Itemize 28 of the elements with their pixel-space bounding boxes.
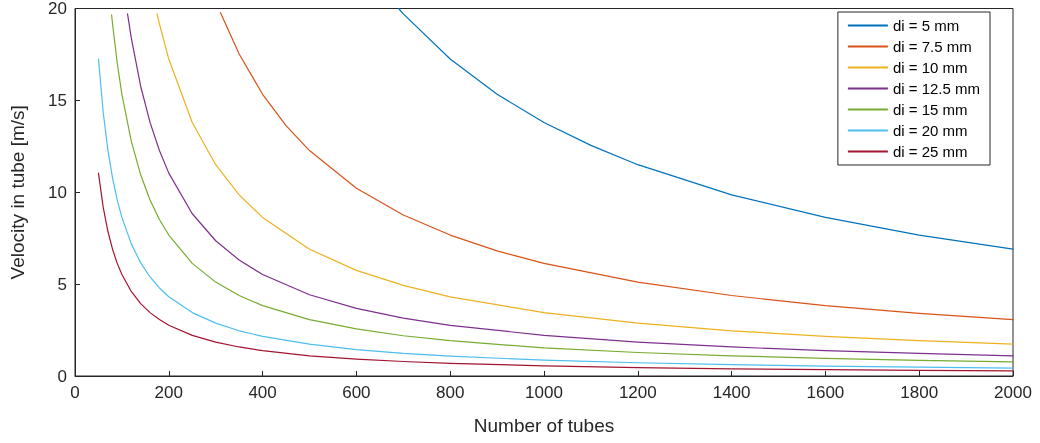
legend-label: di = 15 mm [892, 101, 968, 118]
line-series [398, 7, 1014, 250]
x-tick-label: 1000 [525, 383, 563, 402]
x-tick-label: 1200 [618, 383, 657, 402]
x-tick-label: 2000 [994, 383, 1032, 402]
y-tick-label: 20 [48, 0, 67, 18]
x-tick-label: 1800 [900, 383, 939, 402]
x-tick-label: 400 [248, 383, 277, 402]
legend-label: di = 12.5 mm [892, 80, 980, 97]
legend-label: di = 5 mm [892, 17, 960, 34]
x-tick-label: 1400 [712, 383, 751, 402]
y-axis-title: Velocity in tube [m/s] [7, 105, 28, 280]
x-tick-label: 1600 [806, 383, 845, 402]
y-tick-label: 5 [57, 274, 67, 294]
line-series [97, 58, 1014, 369]
x-axis-title: Number of tubes [473, 415, 615, 436]
y-tick-label: 10 [48, 182, 67, 202]
legend-label: di = 7.5 mm [892, 38, 972, 55]
x-tick-label: 0 [70, 383, 80, 402]
x-tick-label: 200 [154, 383, 183, 402]
legend-label: di = 10 mm [892, 59, 968, 76]
y-tick-label: 0 [57, 366, 67, 386]
legend-label: di = 25 mm [892, 143, 968, 160]
x-tick-label: 600 [342, 383, 371, 402]
y-tick-label: 15 [48, 90, 67, 110]
x-tick-label: 800 [436, 383, 465, 402]
legend-label: di = 20 mm [892, 122, 968, 139]
line-series [97, 172, 1014, 372]
